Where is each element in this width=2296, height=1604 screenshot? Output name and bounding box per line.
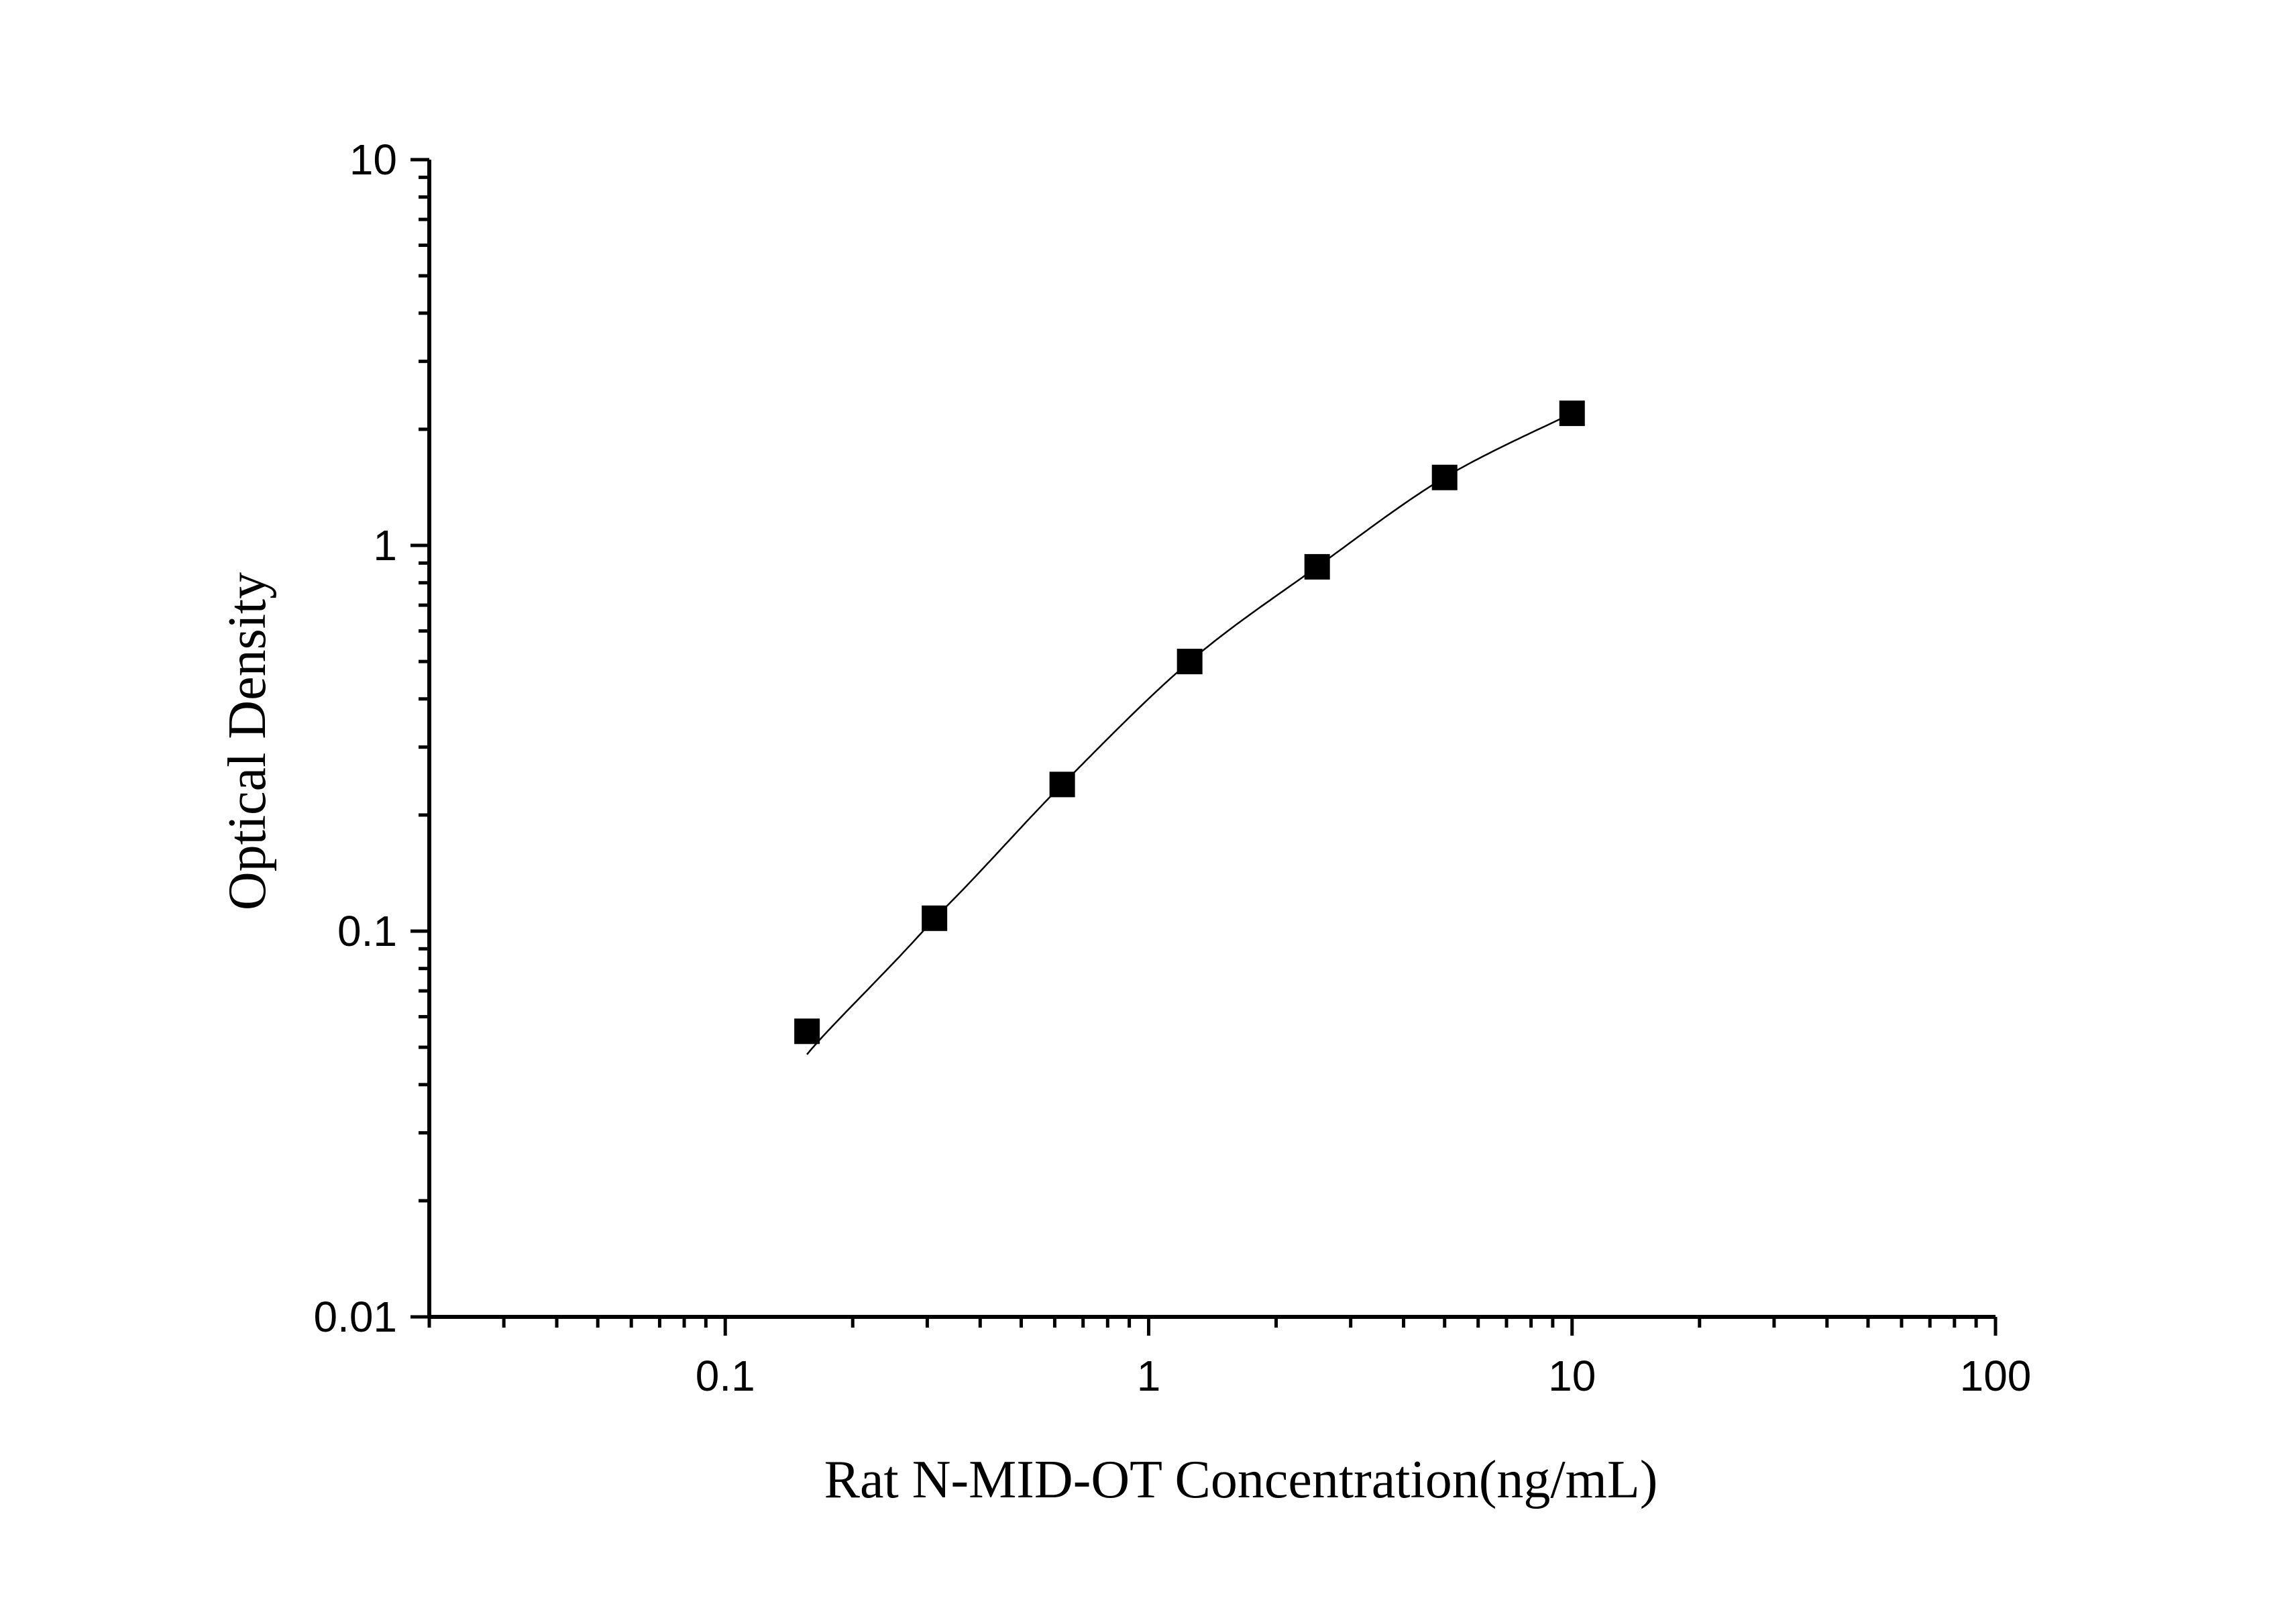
data-point: [1431, 464, 1458, 490]
fit-curve: [806, 412, 1573, 1055]
fit-line: [806, 412, 1573, 1055]
tick-marks: [411, 158, 1998, 1336]
y-tick-label: 0.1: [337, 907, 397, 955]
x-tick-label: 1: [1137, 1352, 1161, 1400]
data-point: [1559, 400, 1585, 427]
x-tick-label: 100: [1960, 1352, 2032, 1400]
data-point: [794, 1018, 820, 1045]
x-axis-title: Rat N-MID-OT Concentration(ng/mL): [824, 1450, 1658, 1509]
y-tick-label: 10: [349, 136, 397, 184]
data-points: [794, 400, 1585, 1045]
tick-labels: 0.1 1 10 100 0.01 0.1 1 10: [313, 136, 2031, 1400]
data-point: [1304, 553, 1330, 580]
data-point: [1049, 771, 1075, 798]
x-tick-label: 10: [1548, 1352, 1596, 1400]
y-tick-label: 1: [373, 521, 397, 570]
x-tick-label: 0.1: [696, 1352, 755, 1400]
y-tick-label: 0.01: [313, 1293, 397, 1341]
y-axis-title: Optical Density: [218, 572, 277, 910]
axes: [427, 160, 1996, 1319]
data-point: [922, 905, 948, 931]
data-point: [1177, 649, 1203, 675]
